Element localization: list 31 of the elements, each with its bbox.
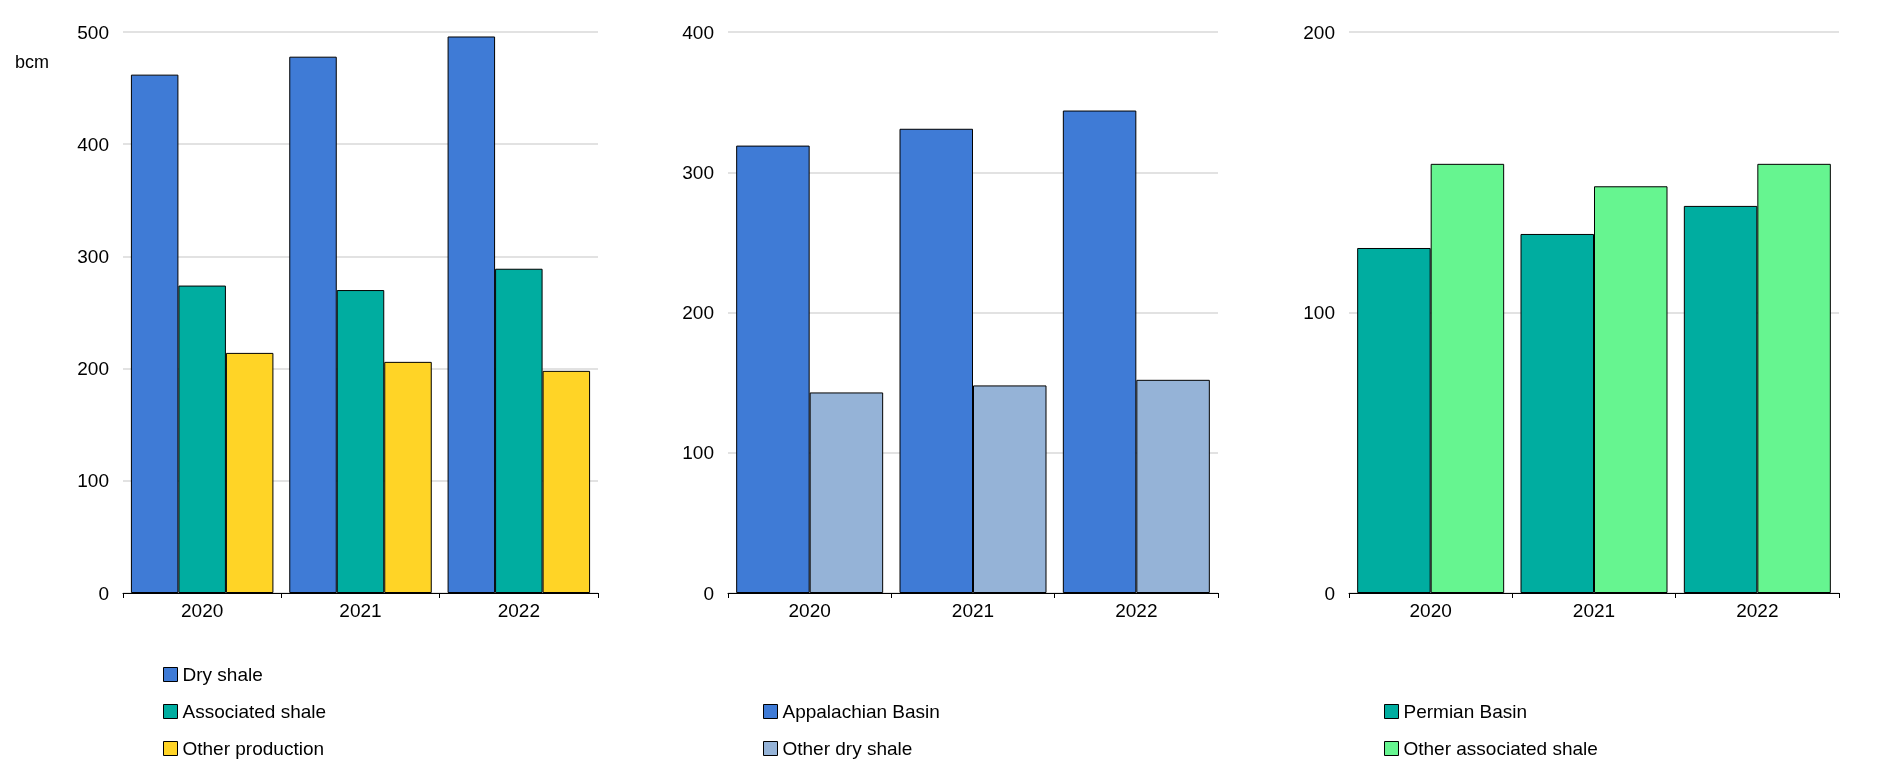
x-tick-label: 2022 xyxy=(1115,600,1158,621)
y-tick-label: 0 xyxy=(703,582,715,604)
y-tick-label: 200 xyxy=(682,302,715,323)
y-tick-label: 0 xyxy=(98,582,109,604)
y-tick-label: 300 xyxy=(77,245,109,267)
legend-label: Appalachian Basin xyxy=(782,701,941,722)
x-tick-label: 2022 xyxy=(1735,600,1779,621)
y-tick-label: 500 xyxy=(77,21,109,43)
x-tick-label: 2020 xyxy=(788,600,832,621)
y-tick-label: 200 xyxy=(77,358,109,380)
x-tick-label: 2021 xyxy=(1572,600,1615,621)
y-tick-label: 100 xyxy=(1302,302,1335,323)
y-tick-label: 0 xyxy=(1324,582,1335,604)
y-tick-label: 400 xyxy=(682,21,715,43)
y-tick-label: 100 xyxy=(682,442,715,464)
x-tick-label: 2021 xyxy=(339,600,382,621)
y-tick-label: 200 xyxy=(1302,21,1335,43)
x-tick-label: 2021 xyxy=(952,600,995,621)
y-axis-title: bcm xyxy=(15,52,50,72)
y-tick-label: 300 xyxy=(682,161,715,183)
legend-label: Other associated shale xyxy=(1403,738,1598,759)
y-tick-label: 100 xyxy=(77,470,109,492)
x-tick-label: 2022 xyxy=(497,600,540,621)
legend-label: Other dry shale xyxy=(782,738,913,759)
legend-label: Dry shale xyxy=(182,664,263,685)
legend-label: Other production xyxy=(182,738,325,759)
x-tick-label: 2020 xyxy=(181,600,224,621)
legend-label: Associated shale xyxy=(182,701,327,722)
y-tick-label: 400 xyxy=(77,133,109,155)
x-tick-label: 2020 xyxy=(1409,600,1452,621)
legend-label: Permian Basin xyxy=(1403,701,1527,722)
